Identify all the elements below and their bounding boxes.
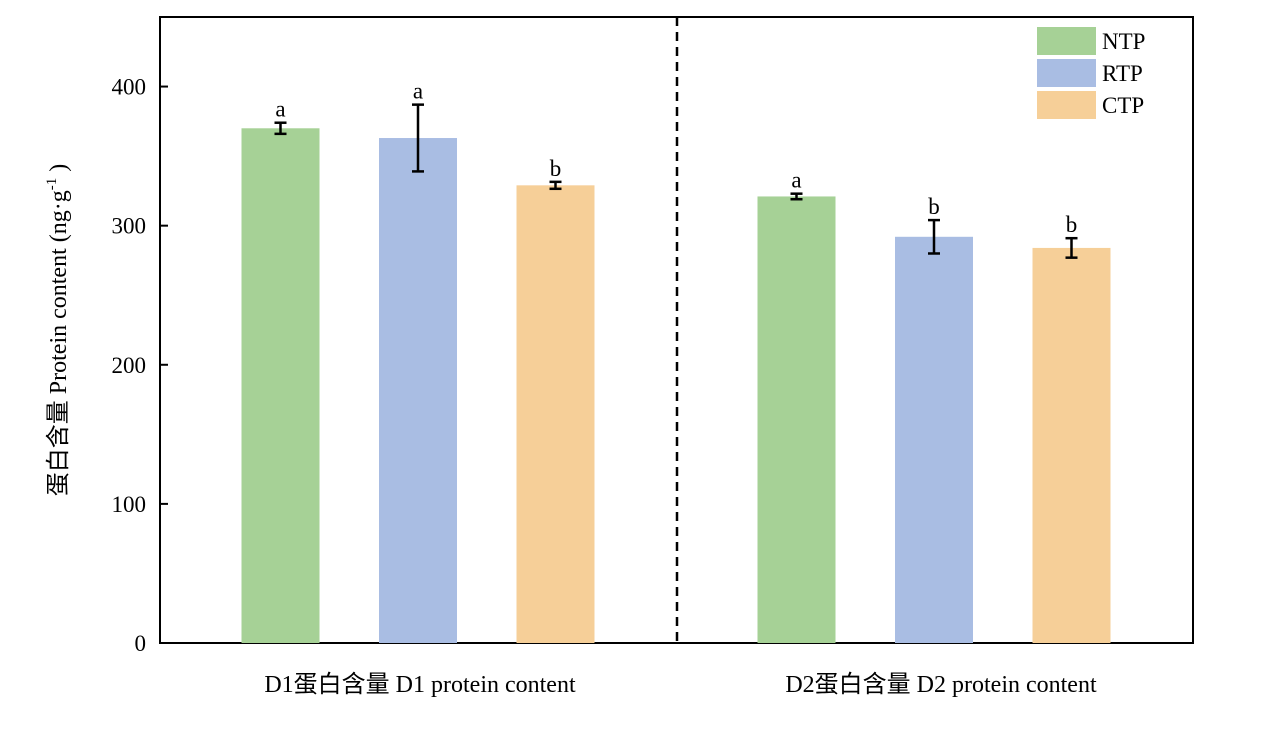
- significance-letter: b: [550, 156, 562, 181]
- y-tick-label: 200: [112, 353, 147, 378]
- legend-label-ntp: NTP: [1102, 29, 1145, 54]
- y-tick-label: 300: [112, 214, 147, 239]
- legend-swatch-ntp: [1037, 27, 1096, 55]
- bar-rtp: [379, 138, 457, 643]
- y-axis-label-end: ): [46, 164, 72, 178]
- significance-letter: b: [928, 194, 940, 219]
- y-tick-label: 100: [112, 492, 147, 517]
- bar-ntp: [757, 196, 836, 643]
- x-category-label: D2蛋白含量 D2 protein content: [785, 671, 1097, 698]
- significance-letter: a: [791, 168, 801, 193]
- x-category-label: D1蛋白含量 D1 protein content: [264, 671, 576, 698]
- y-tick-label: 400: [112, 75, 147, 100]
- legend-label-rtp: RTP: [1102, 61, 1143, 86]
- y-tick-label: 0: [135, 631, 147, 656]
- legend-swatch-ctp: [1037, 91, 1096, 119]
- y-axis-label-main: 蛋白含量 Protein content (ng·g: [45, 190, 72, 496]
- legend-label-ctp: CTP: [1102, 93, 1144, 118]
- bar-ctp: [1032, 247, 1111, 643]
- significance-letter: a: [413, 79, 423, 104]
- bar-ntp: [241, 128, 320, 644]
- significance-letter: b: [1066, 212, 1078, 237]
- legend-swatch-rtp: [1037, 59, 1096, 87]
- y-axis-label: 蛋白含量 Protein content (ng·g-1 ): [44, 164, 72, 496]
- bar-ctp: [516, 185, 595, 643]
- bar-rtp: [895, 236, 973, 643]
- y-axis-label-sup: -1: [44, 178, 60, 191]
- significance-letter: a: [275, 97, 285, 122]
